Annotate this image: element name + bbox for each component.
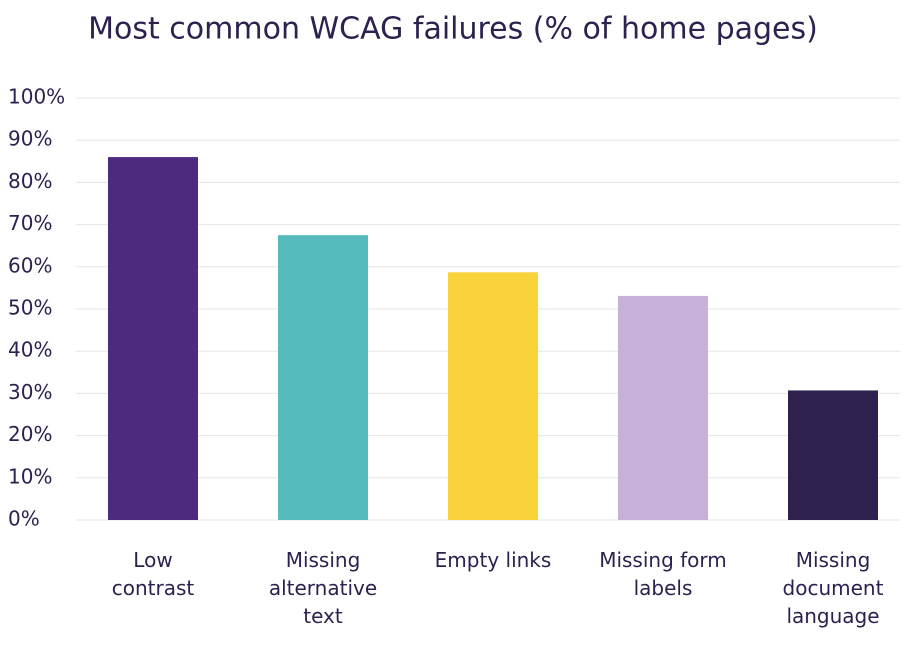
y-tick-label: 10% [8,464,52,488]
bar [278,235,368,520]
x-tick-label: Low contrast [111,548,195,600]
bar [108,157,198,520]
chart-title: Most common WCAG failures (% of home pag… [88,12,818,47]
bar [788,390,878,520]
x-tick-label: Missing alternative text [268,548,378,628]
y-tick-label: 70% [8,211,52,235]
y-tick-label: 20% [8,422,52,446]
x-tick-label: Missing form labels [599,548,727,600]
y-tick-label: 40% [8,338,52,362]
y-tick-label: 90% [8,127,52,151]
y-tick-label: 80% [8,169,52,193]
y-tick-label: 60% [8,253,52,277]
x-tick-label: Missing document language [782,548,884,628]
y-tick-label: 100% [8,85,65,109]
y-tick-label: 50% [8,296,52,320]
y-tick-label: 30% [8,380,52,404]
bar [448,272,538,520]
x-tick-label: Empty links [434,548,552,572]
bar [618,295,708,520]
y-tick-label: 0% [8,507,40,531]
